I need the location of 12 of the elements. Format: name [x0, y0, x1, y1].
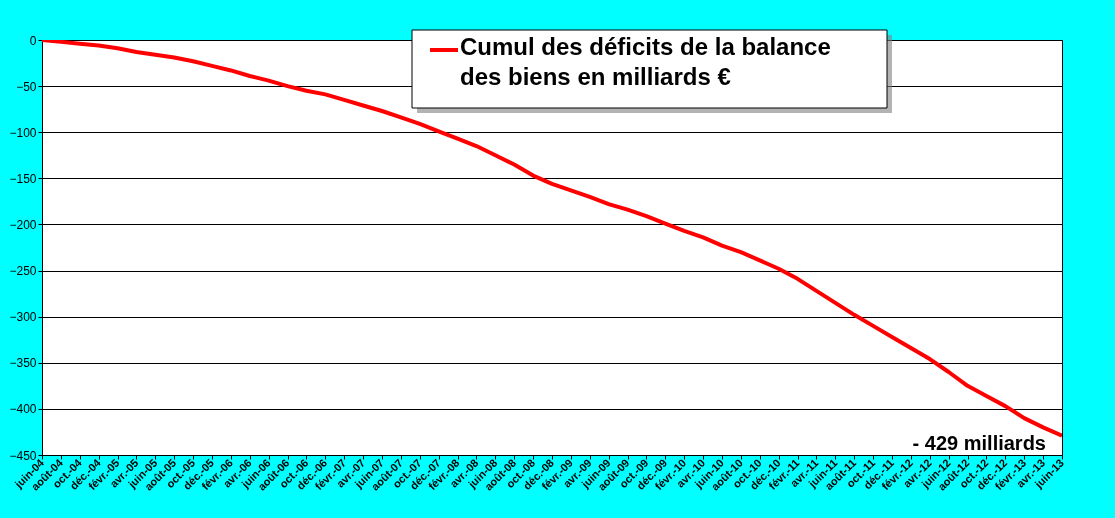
y-tick-label: −300	[9, 310, 37, 325]
y-tick-label: −400	[9, 402, 37, 417]
y-tick-label: −350	[9, 356, 37, 371]
y-tick-label: −150	[9, 171, 37, 186]
legend-label: Cumul des déficits de la balance des biens en milliards €	[460, 33, 831, 90]
y-tick-label: −450	[9, 448, 37, 463]
y-tick-label: −100	[9, 125, 37, 140]
y-tick-label: −200	[9, 217, 37, 232]
y-tick-label: −250	[9, 264, 37, 279]
y-tick-label: 0	[29, 33, 37, 48]
annotation: - 429 milliards	[912, 431, 1046, 454]
y-tick-label: −50	[16, 79, 37, 94]
